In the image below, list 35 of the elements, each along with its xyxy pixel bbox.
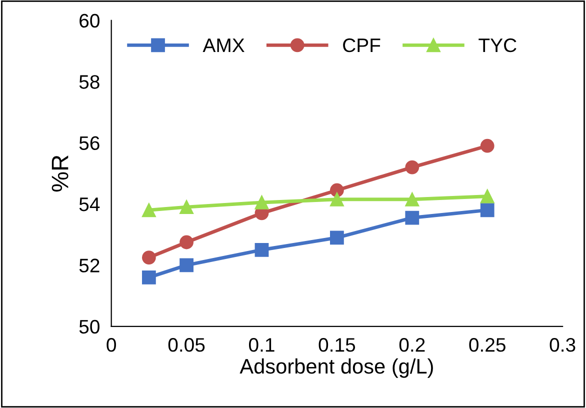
y-tick-label: 56 [79, 136, 100, 150]
point [180, 235, 194, 250]
point [330, 230, 344, 245]
y-tick-label: 50 [79, 320, 100, 334]
point [330, 192, 344, 206]
legend-label: TYC [478, 38, 516, 52]
point [480, 203, 494, 218]
x-tick-label: 0.1 [248, 338, 274, 352]
point [405, 210, 420, 225]
y-axis-title: %R [52, 155, 68, 192]
y-tick-label: 58 [79, 75, 100, 89]
x-tick-label: 0 [106, 338, 116, 352]
point [180, 200, 194, 214]
point [180, 258, 194, 272]
x-axis-title: Adsorbent dose (g/L) [240, 358, 433, 378]
x-tick-label: 0.15 [318, 338, 356, 352]
point [142, 270, 156, 284]
y-tick-label: 60 [80, 14, 100, 28]
x-tick-label: 0.25 [469, 338, 506, 352]
point [405, 192, 420, 206]
point [330, 183, 344, 198]
x-tick-label: 0.05 [168, 338, 205, 352]
point [142, 250, 156, 264]
legend-label: AMX [202, 38, 244, 52]
point [254, 196, 269, 210]
point [142, 203, 156, 218]
y-tick-label: 52 [79, 258, 100, 272]
point [480, 138, 494, 153]
point [254, 242, 269, 257]
legend-label: CPF [343, 38, 380, 52]
y-tick-label: 54 [79, 198, 100, 212]
point [480, 189, 494, 204]
x-tick-label: 0.2 [399, 338, 425, 352]
x-tick-label: 0.3 [550, 338, 576, 352]
point [405, 160, 420, 174]
